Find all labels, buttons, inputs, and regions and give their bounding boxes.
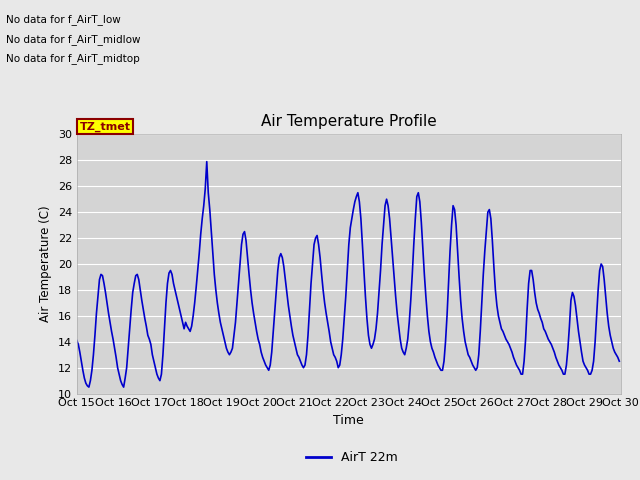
X-axis label: Time: Time	[333, 414, 364, 427]
Text: TZ_tmet: TZ_tmet	[79, 121, 131, 132]
Y-axis label: Air Temperature (C): Air Temperature (C)	[39, 206, 52, 322]
Text: No data for f_AirT_midlow: No data for f_AirT_midlow	[6, 34, 141, 45]
Text: No data for f_AirT_low: No data for f_AirT_low	[6, 14, 121, 25]
Legend: AirT 22m: AirT 22m	[301, 446, 403, 469]
Title: Air Temperature Profile: Air Temperature Profile	[261, 114, 436, 129]
Text: No data for f_AirT_midtop: No data for f_AirT_midtop	[6, 53, 140, 64]
